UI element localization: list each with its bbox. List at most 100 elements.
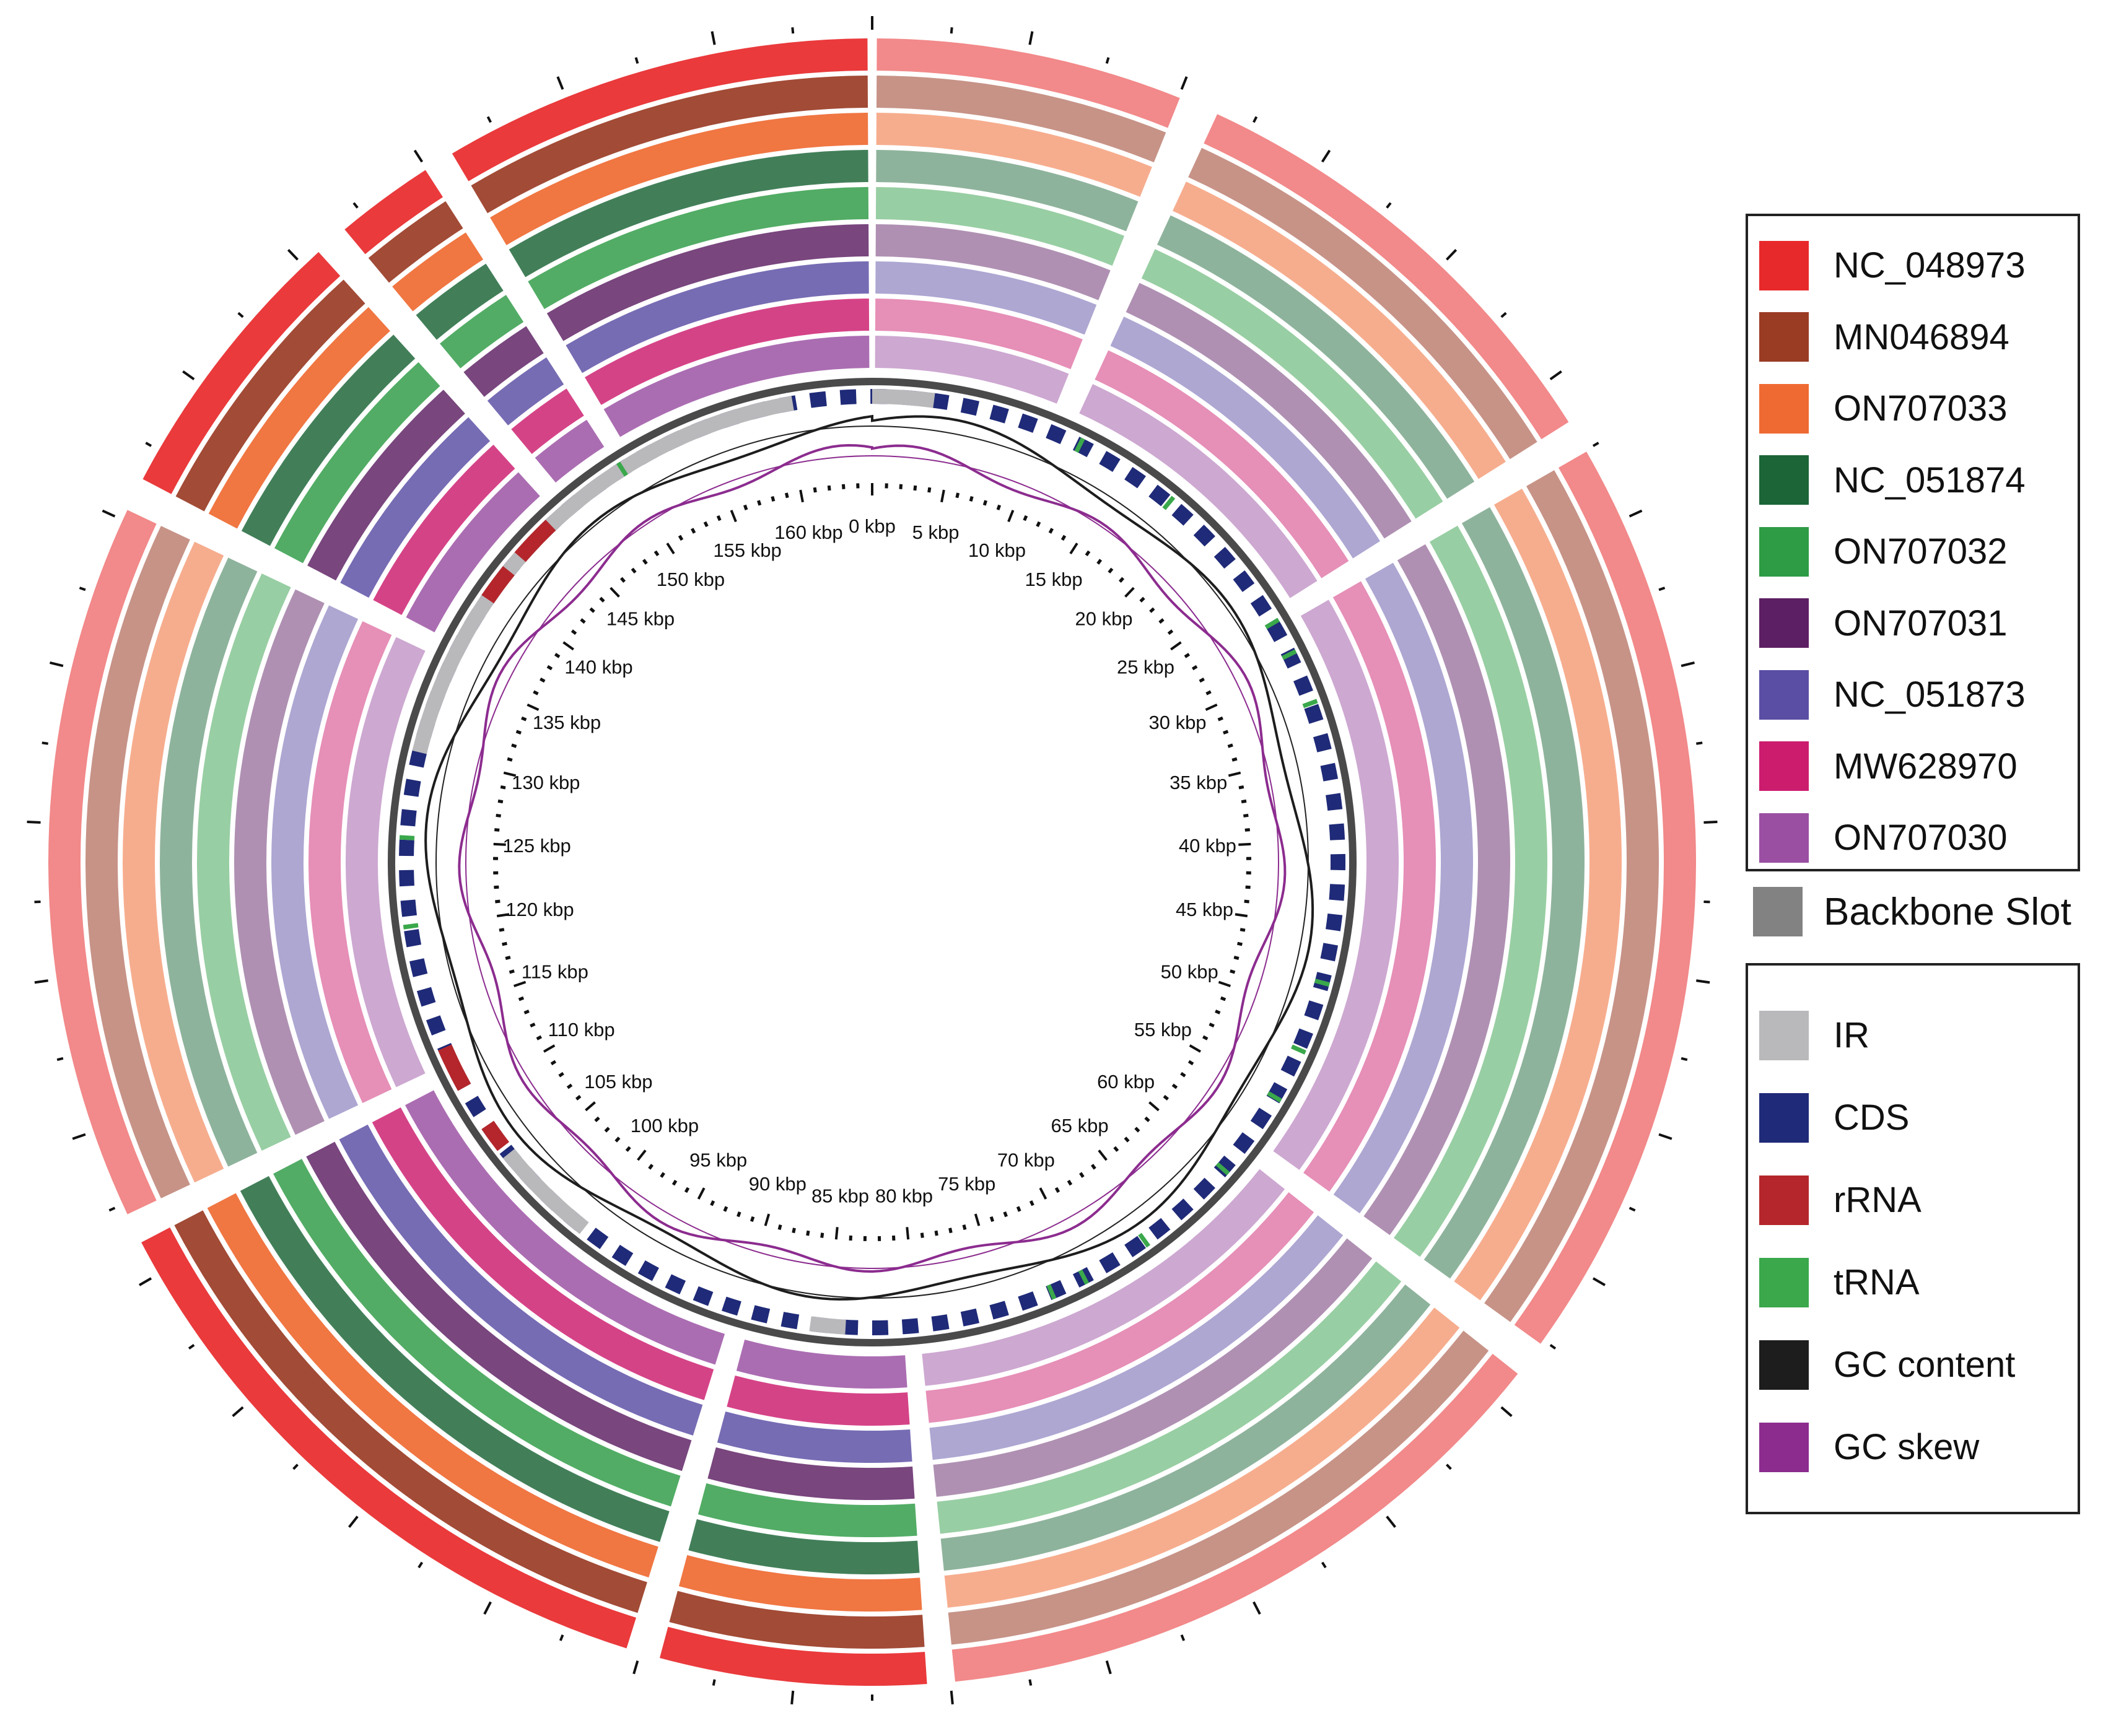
scale-tick (1163, 1094, 1170, 1101)
legend-label: GC content (1834, 1345, 2016, 1385)
genome-ring-block-nc-051874 (876, 150, 1139, 232)
feature-cds (931, 1314, 950, 1332)
genome-ring-block-on707033 (678, 1555, 922, 1612)
outer-tick (1386, 1516, 1396, 1528)
genome-ring-block-on707031 (875, 224, 1111, 300)
genome-ring-block-nc-051873 (875, 261, 1097, 335)
scale-tick (1233, 956, 1240, 960)
legend-swatch (1759, 1010, 1809, 1060)
scale-tick (1098, 1149, 1108, 1161)
scale-tick (514, 980, 527, 988)
genome-ring-block-nc-051874 (240, 1176, 670, 1542)
genome-legend: NC_048973 MN046894 ON707033 NC_051874 ON7070… (1746, 214, 2080, 871)
outer-tick (1549, 370, 1562, 381)
feature-cds (404, 929, 422, 948)
scale-label: 0 kbp (849, 515, 896, 537)
genome-ring-block-mn046894 (175, 279, 365, 512)
scale-tick (1090, 1164, 1096, 1170)
outer-tick (348, 1516, 359, 1528)
genome-ring-block-mn046894 (85, 526, 190, 1198)
genome-ring-block-nc-051873 (271, 605, 359, 1119)
genome-ring-block-on707033 (123, 541, 224, 1183)
scale-tick (989, 1216, 995, 1223)
feature-cds (1018, 1291, 1038, 1311)
feature-cds (1171, 1198, 1194, 1221)
genome-ring-block-on707030 (603, 336, 870, 437)
scale-tick (660, 1172, 665, 1178)
legend-item-nc-051874: NC_051874 (1748, 445, 2078, 517)
legend-swatch (1759, 813, 1809, 863)
feature-cds (1193, 525, 1215, 547)
feature-rrna (481, 566, 515, 604)
genome-ring-block-mw628970 (308, 621, 392, 1104)
legend-label: MW628970 (1834, 746, 2018, 787)
outer-tick (1028, 1679, 1033, 1686)
genome-ring-block-mn046894 (948, 1330, 1489, 1645)
scale-tick (1124, 587, 1135, 598)
feature-trna (1138, 1232, 1151, 1248)
scale-tick (619, 577, 626, 583)
scale-label: 20 kbp (1075, 608, 1132, 630)
genome-ring-block-mw628970 (585, 299, 870, 405)
feature-cds (780, 1312, 800, 1330)
outer-tick (1592, 1277, 1606, 1286)
scale-tick (521, 716, 527, 722)
scale-tick (566, 1083, 573, 1089)
outer-tick (50, 661, 64, 668)
feature-cds (1329, 884, 1345, 901)
scale-tick (1054, 1187, 1060, 1193)
genome-ring-block-on707033 (944, 1307, 1460, 1608)
feature-cds (1326, 913, 1343, 931)
scale-label: 55 kbp (1134, 1019, 1192, 1040)
feature-cds (400, 809, 417, 827)
genome-ring-block-on707030 (406, 472, 540, 632)
legend-label: NC_051873 (1834, 674, 2026, 715)
feature-cds (637, 1260, 659, 1281)
scale-label: 30 kbp (1148, 712, 1206, 733)
scale-tick (530, 1023, 536, 1028)
scale-tick (1237, 941, 1243, 946)
scale-tick (955, 492, 960, 499)
scale-tick (1113, 1146, 1119, 1152)
feature-cds (1304, 704, 1324, 724)
genome-ring-block-on707032 (937, 1261, 1402, 1534)
feature-cds (722, 1296, 741, 1316)
genome-ring-block-on707031 (1363, 544, 1510, 1236)
feature-trna (1046, 1284, 1057, 1300)
scale-tick (1069, 543, 1078, 555)
scale-tick (716, 515, 722, 521)
scale-tick (1124, 1136, 1130, 1143)
genome-ring-block-nc-051874 (159, 557, 258, 1167)
feature-cds (960, 1308, 980, 1327)
feature-trna (1264, 617, 1280, 629)
feature-cds (1304, 1000, 1324, 1021)
scale-label: 5 kbp (912, 521, 960, 543)
scale-tick (962, 1224, 967, 1230)
legend-label: Backbone Slot (1824, 890, 2071, 933)
feature-cds (1148, 484, 1171, 507)
scale-label: 15 kbp (1025, 569, 1082, 590)
scale-tick (1039, 1187, 1047, 1200)
outer-tick (145, 442, 152, 447)
scale-tick (518, 996, 525, 1001)
scale-tick (1227, 743, 1233, 748)
feature-cds (1313, 733, 1332, 752)
genome-ring-block-nc-048973 (877, 38, 1180, 128)
outer-tick (1180, 76, 1188, 90)
scale-tick (507, 757, 513, 762)
feature-trna (1074, 437, 1085, 453)
outer-tick (413, 149, 424, 163)
legend-label: tRNA (1834, 1262, 1920, 1302)
outer-tick (182, 370, 195, 381)
genome-ring-block-nc-051873 (339, 1124, 703, 1436)
genome-ring-block-mw628970 (875, 299, 1083, 370)
legend-item-nc-051873: NC_051873 (1748, 659, 2078, 731)
scale-tick (1184, 653, 1191, 658)
legend-label: GC skew (1834, 1427, 1980, 1467)
outer-tick (292, 1463, 299, 1470)
scale-label: 115 kbp (522, 961, 588, 982)
scale-tick (906, 1227, 910, 1240)
scale-tick (841, 484, 846, 489)
genome-ring-block-mw628970 (727, 1375, 910, 1426)
genome-ring-block-on707032 (528, 187, 869, 310)
